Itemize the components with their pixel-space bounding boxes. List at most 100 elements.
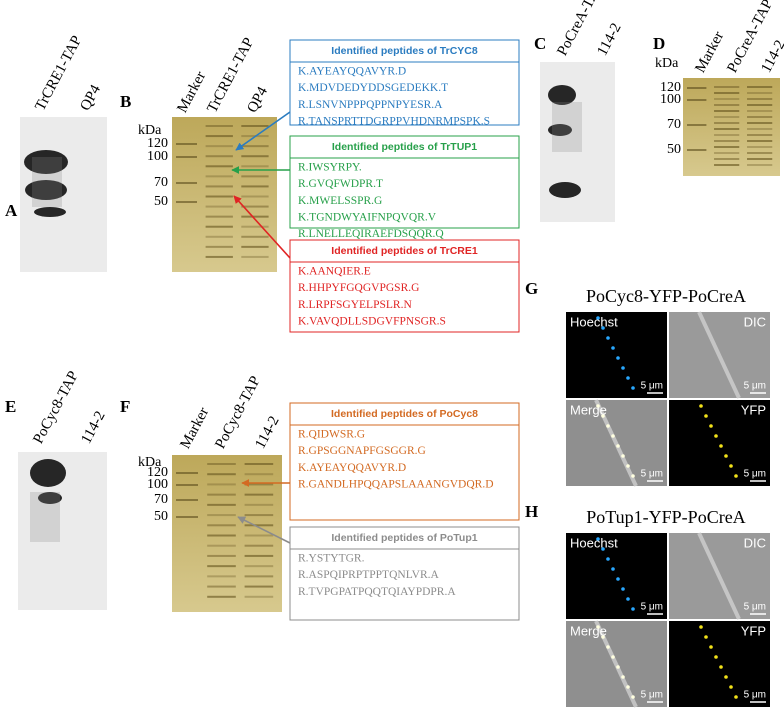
marker-band	[176, 201, 197, 203]
peptide-box	[289, 526, 520, 621]
scale-label: 5 μm	[744, 469, 766, 480]
blot-band	[25, 180, 67, 200]
gel-band	[241, 205, 269, 208]
panel-label: F	[120, 397, 130, 416]
marker-label: 120	[147, 465, 168, 480]
marker-band	[687, 87, 707, 89]
gel-band	[241, 145, 269, 148]
peptide-box	[289, 39, 520, 126]
gel-band	[241, 225, 269, 228]
scale-label: 5 μm	[641, 381, 663, 392]
gel-band	[714, 128, 740, 130]
nucleus	[699, 625, 703, 629]
blot-band	[549, 182, 581, 198]
nucleus	[699, 404, 703, 408]
marker-label: 120	[660, 80, 681, 95]
peptide: R.GANDLHPQQAPSLAAANGVDQR.D	[298, 478, 494, 490]
gel-band	[241, 235, 269, 238]
blot-band	[24, 150, 68, 174]
gel-band	[205, 255, 233, 258]
kda-label: kDa	[138, 455, 162, 470]
nucleus	[704, 414, 708, 418]
nucleus	[729, 464, 733, 468]
nucleus	[601, 547, 605, 551]
nucleus	[606, 645, 610, 649]
gel-band	[714, 86, 740, 88]
gel-band	[244, 493, 274, 496]
panel-label: E	[5, 397, 16, 416]
nucleus	[596, 625, 600, 629]
gel-band	[714, 92, 740, 94]
box-title: Identified peptides of TrTUP1	[332, 141, 477, 153]
peptide: K.MDVDEDYDDSGEDEKK.T	[298, 82, 448, 94]
silver-gel	[172, 455, 282, 612]
channel-label: Hoechst	[570, 314, 618, 329]
nucleus	[596, 537, 600, 541]
nucleus	[606, 424, 610, 428]
blot-band	[548, 85, 576, 105]
peptide: R.TVPGPATPQQTQIAYPDPR.A	[298, 586, 456, 598]
peptide: K.AYEAYQQAVYR.D	[298, 462, 406, 474]
gel-band	[747, 152, 773, 154]
scale-label: 5 μm	[641, 602, 663, 613]
blot-smear	[32, 157, 62, 207]
gel-band	[714, 116, 740, 118]
channel-label: Merge	[570, 623, 607, 638]
gel-band	[207, 554, 236, 557]
micro-image	[669, 400, 770, 486]
silver-gel	[172, 117, 277, 272]
marker-label: 100	[660, 92, 681, 107]
nucleus	[621, 675, 625, 679]
nucleus	[709, 424, 713, 428]
marker-label: 50	[154, 194, 168, 209]
panel-label: D	[653, 34, 665, 53]
nucleus	[724, 454, 728, 458]
gel-band	[207, 514, 236, 517]
marker-band	[176, 516, 198, 518]
gel-band	[714, 110, 740, 112]
peptide: R.IWSYRPY.	[298, 162, 362, 174]
gel-band	[714, 146, 740, 148]
marker-band	[176, 484, 198, 486]
marker-label: 50	[154, 509, 168, 524]
blot-band	[38, 492, 62, 504]
lane-label: TrCRE1-TAP	[32, 33, 85, 113]
gel-band	[205, 235, 233, 238]
nucleus	[626, 597, 630, 601]
gel-band	[205, 215, 233, 218]
channel-label: DIC	[744, 535, 766, 550]
box-title: Identified peptides of TrCYC8	[331, 45, 478, 57]
blot-smear	[30, 492, 60, 542]
nucleus	[631, 386, 635, 390]
gel-band	[244, 473, 274, 476]
channel-label: YFP	[741, 623, 766, 638]
peptide: K.AANQIER.E	[298, 266, 371, 278]
channel-label: DIC	[744, 314, 766, 329]
gel-band	[244, 595, 274, 598]
gel-band	[747, 98, 773, 100]
gel-band	[241, 175, 269, 178]
peptide: R.LSNVNPPPQPPNPYESR.A	[298, 99, 443, 111]
peptide: K.VAVQDLLSDGVFPNSGR.S	[298, 315, 446, 327]
peptide: R.GPSGGNAPFGSGGR.G	[298, 445, 426, 457]
nucleus	[626, 464, 630, 468]
gel-band	[241, 125, 269, 127]
gel-band	[714, 104, 740, 106]
lane-label: QP4	[244, 84, 271, 116]
lane-label: 114-2	[78, 409, 108, 447]
gel-band	[205, 135, 233, 138]
gel-band	[207, 463, 236, 465]
gel-band	[207, 544, 236, 547]
lane-label: Marker	[692, 29, 727, 75]
gel-band	[714, 98, 740, 100]
gel-band	[207, 493, 236, 496]
nucleus	[724, 675, 728, 679]
lane-label: 114-2	[758, 38, 784, 76]
panel-label: B	[120, 92, 131, 111]
peptide: R.LNELLEQIRAEFDSQQR.Q	[298, 228, 444, 240]
gel-band	[244, 524, 274, 527]
nucleus	[631, 607, 635, 611]
gel-band	[241, 195, 269, 198]
lane-label: 114-2	[252, 414, 282, 452]
gel-band	[207, 483, 236, 486]
